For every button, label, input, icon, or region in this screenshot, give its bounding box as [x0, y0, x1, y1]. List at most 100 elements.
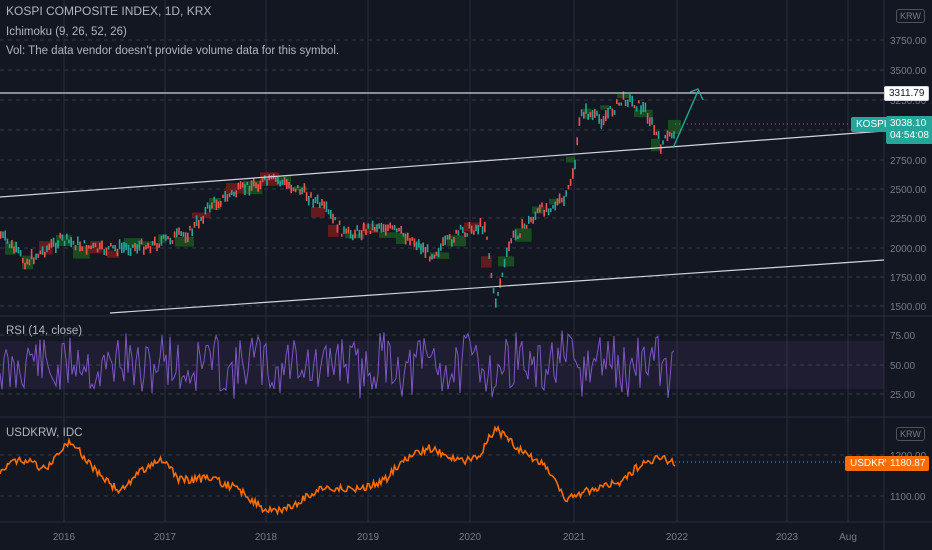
- usdkrw-legend[interactable]: USDKRW, IDC: [6, 427, 83, 439]
- price-candle: [345, 228, 347, 234]
- ichimoku-cloud-segment: [515, 228, 532, 242]
- price-candle: [103, 249, 105, 255]
- price-candle: [616, 99, 618, 105]
- usdkrw-last-price: 1180.87: [886, 456, 930, 471]
- price-candle: [506, 247, 508, 257]
- price-candle: [411, 237, 413, 241]
- symbol-title[interactable]: KOSPI COMPOSITE INDEX, 1D, KRX: [6, 4, 212, 18]
- price-tick-label: 1750.00: [890, 273, 927, 284]
- price-candle: [627, 99, 629, 107]
- price-candle: [587, 113, 589, 120]
- price-candle: [220, 201, 222, 207]
- price-candle: [473, 230, 475, 235]
- price-candle: [99, 242, 101, 250]
- time-tick-label: 2022: [666, 532, 689, 543]
- price-candle: [140, 238, 143, 245]
- price-candle: [316, 194, 319, 204]
- price-candle: [303, 183, 306, 193]
- trendline-drawings[interactable]: [0, 88, 885, 314]
- price-candle: [488, 253, 490, 259]
- currency-badge-usd[interactable]: KRW: [896, 427, 925, 441]
- price-candle: [444, 235, 446, 246]
- price-candle: [578, 117, 581, 126]
- price-candle: [138, 240, 141, 251]
- price-candle: [121, 242, 123, 254]
- price-candle: [0, 231, 2, 239]
- price-candle: [497, 291, 499, 296]
- price-candle: [325, 201, 328, 213]
- currency-badge-main[interactable]: KRW: [896, 9, 925, 23]
- time-tick-label: 2017: [154, 532, 177, 543]
- price-candle: [118, 239, 121, 250]
- price-candle: [85, 244, 88, 255]
- price-candle: [310, 192, 312, 198]
- price-candle: [583, 112, 585, 119]
- price-candle: [470, 225, 473, 234]
- price-candle: [88, 245, 90, 249]
- price-candle: [525, 224, 528, 229]
- price-candle: [580, 109, 583, 117]
- price-candle: [380, 222, 383, 233]
- price-candle: [294, 188, 297, 193]
- price-candle: [662, 140, 664, 145]
- rsi-series[interactable]: [0, 330, 884, 399]
- price-candle: [499, 278, 501, 288]
- price-candle: [602, 116, 605, 126]
- price-candle: [400, 225, 402, 234]
- price-candle: [517, 235, 519, 239]
- rsi-legend[interactable]: RSI (14, close): [6, 325, 83, 337]
- ichimoku-cloud-segment: [362, 223, 379, 233]
- price-candle: [462, 226, 464, 234]
- price-candle: [409, 238, 411, 246]
- price-candle: [521, 219, 523, 229]
- price-candle: [371, 220, 374, 231]
- ichimoku-cloud-segment: [107, 250, 120, 258]
- ichimoku-cloud-segment: [600, 105, 610, 110]
- price-candle: [365, 229, 367, 236]
- price-candle: [475, 224, 477, 231]
- price-candle: [283, 177, 286, 186]
- price-candle: [492, 288, 495, 294]
- price-candle: [501, 272, 504, 278]
- price-candle: [563, 195, 565, 206]
- price-candle: [514, 229, 517, 241]
- price-candle: [556, 198, 559, 206]
- price-candle: [343, 226, 345, 234]
- kospi-price-series[interactable]: [0, 91, 884, 308]
- ichimoku-cloud-segment: [243, 180, 263, 195]
- ichimoku-cloud-segment: [634, 109, 653, 118]
- price-candle: [422, 242, 424, 253]
- price-candle: [202, 215, 204, 224]
- price-candle: [640, 105, 642, 115]
- price-candle: [367, 223, 369, 229]
- ichimoku-legend[interactable]: Ichimoku (9, 26, 52, 26): [6, 26, 127, 38]
- kospi-symbol-label: KOSPI: [851, 117, 892, 132]
- rsi-band: [0, 341, 884, 389]
- price-candle: [48, 243, 50, 251]
- price-candle: [554, 201, 556, 211]
- ichimoku-cloud-segment: [396, 232, 407, 244]
- price-candle: [457, 230, 460, 236]
- usdkrw-series[interactable]: [0, 425, 884, 516]
- price-candle: [349, 229, 352, 239]
- price-candle: [239, 181, 242, 190]
- price-candle: [312, 199, 314, 208]
- price-candle: [321, 199, 323, 206]
- price-candle: [464, 232, 466, 237]
- price-candle: [664, 134, 666, 139]
- price-candle: [552, 205, 554, 209]
- price-candle: [173, 231, 176, 238]
- price-candle: [19, 250, 22, 257]
- price-candle: [644, 102, 647, 113]
- price-candle: [534, 211, 537, 221]
- price-tick-label: 2750.00: [890, 156, 927, 167]
- rsi-line: [0, 330, 675, 399]
- price-candle: [369, 230, 372, 234]
- price-candle: [182, 231, 185, 237]
- price-candle: [132, 244, 134, 249]
- price-candle: [547, 208, 550, 216]
- price-candle: [4, 230, 6, 241]
- price-candle: [591, 110, 594, 121]
- price-candle: [125, 243, 127, 251]
